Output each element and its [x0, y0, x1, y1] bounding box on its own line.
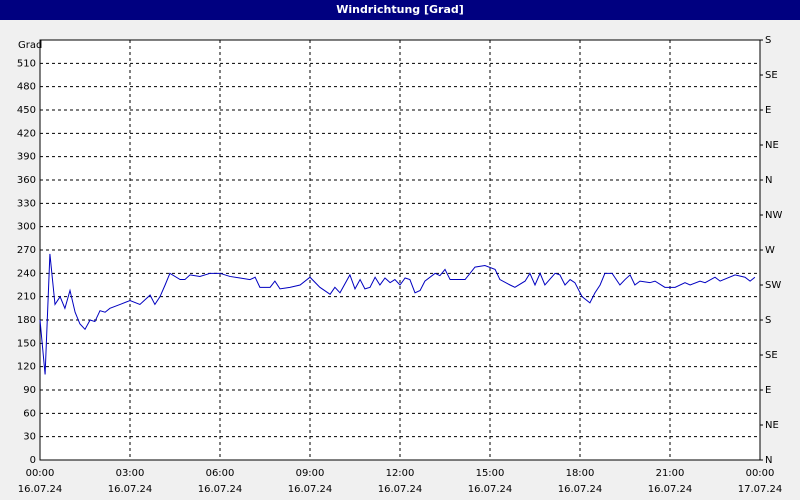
x-tick-label: 21:00 — [656, 468, 685, 479]
chart-title: Windrichtung [Grad] — [336, 3, 464, 16]
y-tick-label: 120 — [17, 362, 36, 373]
x-tick-label: 09:00 — [296, 468, 325, 479]
x-tick-label: 18:00 — [566, 468, 595, 479]
x-tick-label: 12:00 — [386, 468, 415, 479]
y2-tick-label: W — [765, 245, 775, 256]
x-tick-date: 16.07.24 — [288, 484, 333, 495]
x-tick-date: 16.07.24 — [648, 484, 693, 495]
x-tick-date: 16.07.24 — [18, 484, 63, 495]
y-tick-label: 30 — [23, 432, 36, 443]
x-tick-date: 16.07.24 — [198, 484, 243, 495]
y-tick-label: 180 — [17, 315, 36, 326]
title-bar — [0, 0, 800, 20]
x-tick-label: 06:00 — [206, 468, 235, 479]
y2-tick-label: NW — [765, 210, 782, 221]
y2-tick-label: SE — [765, 70, 778, 81]
y-tick-label: 0 — [30, 455, 36, 466]
x-tick-label: 00:00 — [26, 468, 55, 479]
y-tick-label: 420 — [17, 128, 36, 139]
x-tick-label: 15:00 — [476, 468, 505, 479]
y2-tick-label: SE — [765, 350, 778, 361]
y-tick-label: 360 — [17, 175, 36, 186]
y-tick-label: 240 — [17, 268, 36, 279]
y-tick-label: 300 — [17, 222, 36, 233]
y2-tick-label: E — [765, 385, 771, 396]
y-axis-label: Grad — [18, 40, 42, 51]
y2-tick-label: N — [765, 455, 772, 466]
y2-tick-label: S — [765, 315, 771, 326]
x-tick-label: 00:00 — [746, 468, 775, 479]
x-tick-date: 16.07.24 — [558, 484, 603, 495]
y-tick-label: 150 — [17, 338, 36, 349]
x-tick-label: 03:00 — [116, 468, 145, 479]
y-tick-label: 390 — [17, 152, 36, 163]
y-tick-label: 450 — [17, 105, 36, 116]
y2-tick-label: NE — [765, 420, 779, 431]
x-tick-date: 16.07.24 — [108, 484, 153, 495]
y-tick-label: 90 — [23, 385, 36, 396]
y-tick-label: 60 — [23, 408, 36, 419]
x-tick-date: 16.07.24 — [468, 484, 513, 495]
y2-tick-label: NE — [765, 140, 779, 151]
y2-tick-label: N — [765, 175, 772, 186]
y-tick-label: 210 — [17, 292, 36, 303]
y-tick-label: 510 — [17, 58, 36, 69]
y-tick-label: 270 — [17, 245, 36, 256]
data-line — [39, 253, 756, 375]
y2-tick-label: S — [765, 35, 771, 46]
y-tick-label: 330 — [17, 198, 36, 209]
y2-tick-label: SW — [765, 280, 781, 291]
y2-tick-label: E — [765, 105, 771, 116]
x-tick-date: 17.07.24 — [738, 484, 783, 495]
x-tick-date: 16.07.24 — [378, 484, 423, 495]
y-tick-label: 480 — [17, 82, 36, 93]
